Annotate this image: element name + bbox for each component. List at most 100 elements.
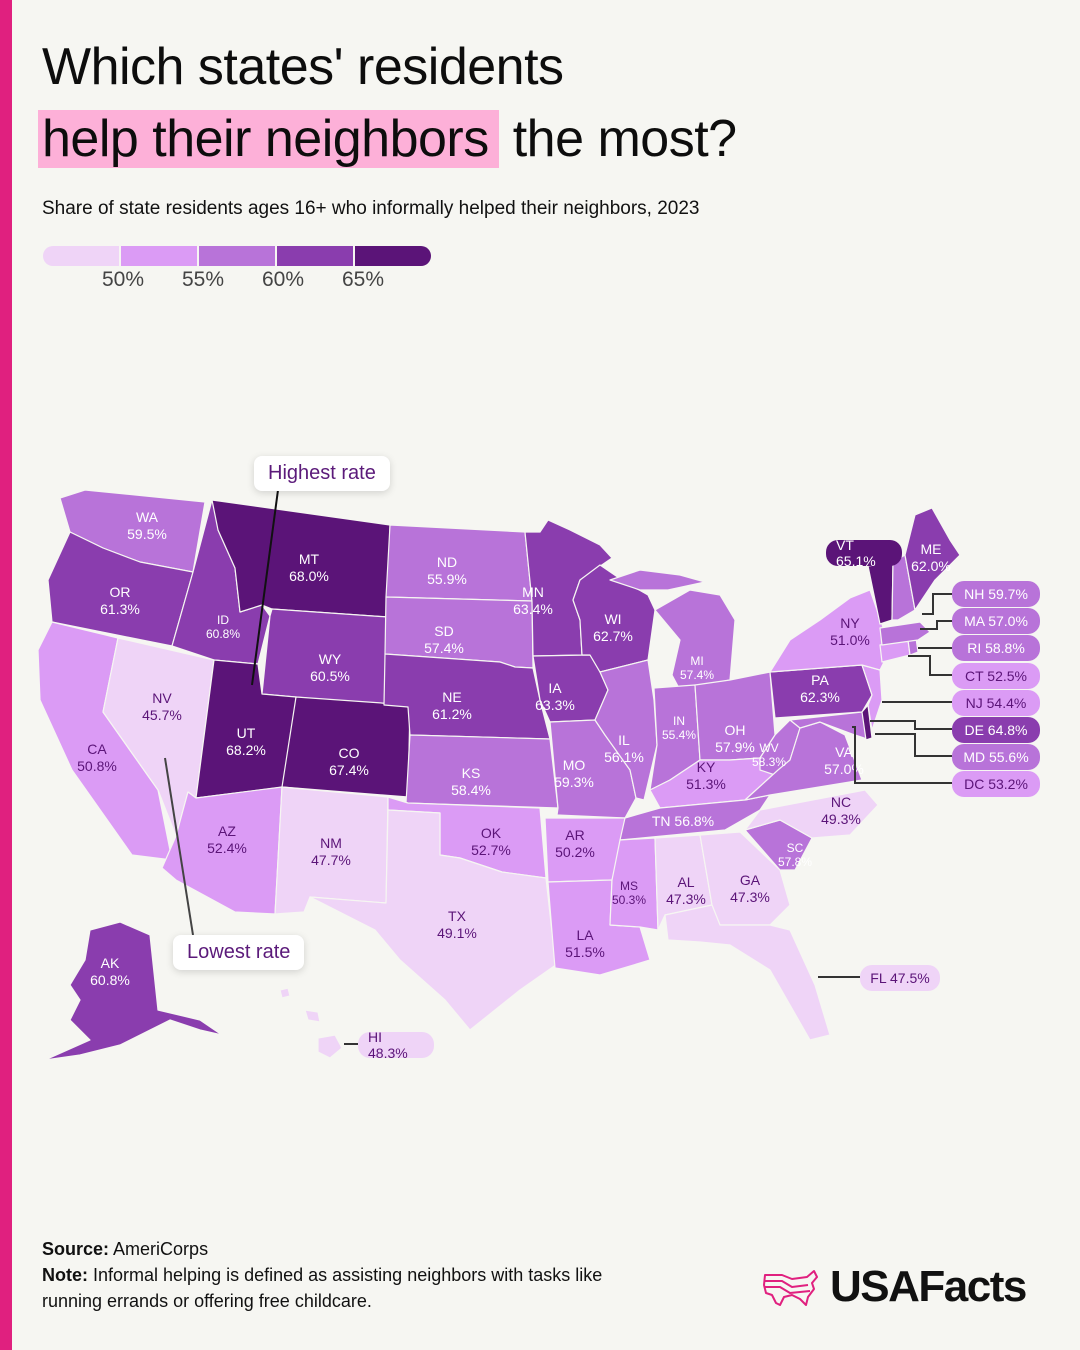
svg-text:51.3%: 51.3%	[686, 776, 726, 792]
svg-text:IN: IN	[673, 714, 685, 728]
chart-subtitle: Share of state residents ages 16+ who in…	[42, 198, 700, 219]
callout-VT: VT 65.1%	[826, 537, 902, 569]
svg-text:59.5%: 59.5%	[127, 526, 167, 542]
source-text: AmeriCorps	[113, 1239, 209, 1259]
svg-text:47.7%: 47.7%	[311, 852, 351, 868]
callout-DE: DE 64.8%	[952, 717, 1040, 743]
svg-text:68.2%: 68.2%	[226, 742, 266, 758]
svg-text:62.3%: 62.3%	[800, 689, 840, 705]
svg-text:56.1%: 56.1%	[604, 749, 644, 765]
svg-text:WV: WV	[759, 741, 778, 755]
accent-bar	[0, 0, 12, 1350]
svg-text:MS: MS	[620, 879, 638, 893]
svg-text:MT: MT	[299, 551, 320, 567]
lowest-rate-annotation: Lowest rate	[173, 935, 305, 970]
svg-text:AR: AR	[565, 827, 584, 843]
svg-text:51.0%: 51.0%	[830, 632, 870, 648]
state-IL	[594, 659, 658, 801]
callout-HI: HI 48.3%	[358, 1029, 434, 1061]
highest-rate-annotation: Highest rate	[254, 456, 390, 491]
state-HI	[279, 987, 343, 1059]
svg-text:52.4%: 52.4%	[207, 840, 247, 856]
chart-title: Which states' residents help their neigh…	[38, 36, 737, 180]
svg-text:59.3%: 59.3%	[554, 774, 594, 790]
svg-text:OR: OR	[110, 584, 131, 600]
svg-text:MI: MI	[690, 654, 703, 668]
legend-bin-3	[199, 246, 275, 266]
note-text: Informal helping is defined as assisting…	[42, 1265, 603, 1311]
us-map-logo-icon	[763, 1270, 818, 1306]
svg-text:47.3%: 47.3%	[730, 889, 770, 905]
svg-text:SD: SD	[434, 623, 453, 639]
usafacts-logo[interactable]: USAFacts	[762, 1262, 1027, 1312]
svg-text:60.8%: 60.8%	[90, 972, 130, 988]
svg-text:51.5%: 51.5%	[565, 944, 605, 960]
state-labels: WA59.5%OR61.3%CA50.8%NV45.7%ID60.8%MT68.…	[77, 509, 951, 988]
svg-text:WI: WI	[604, 611, 621, 627]
svg-text:50.3%: 50.3%	[612, 893, 646, 907]
title-highlight: help their neighbors	[38, 110, 499, 168]
svg-text:MN: MN	[522, 584, 544, 600]
legend-tick: 55%	[181, 268, 225, 291]
svg-text:KY: KY	[697, 759, 716, 775]
state-ME	[904, 507, 961, 611]
title-line-2: the most?	[512, 110, 737, 168]
svg-text:63.4%: 63.4%	[513, 601, 553, 617]
callout-FL: FL 47.5%	[860, 965, 940, 991]
svg-text:KS: KS	[462, 765, 481, 781]
svg-text:NY: NY	[840, 615, 860, 631]
svg-text:63.3%: 63.3%	[535, 697, 575, 713]
svg-text:50.2%: 50.2%	[555, 844, 595, 860]
footer: Source: AmeriCorps Note: Informal helpin…	[42, 1236, 622, 1314]
legend-bin-5	[355, 246, 431, 266]
svg-text:MO: MO	[563, 757, 586, 773]
svg-text:OH: OH	[725, 722, 746, 738]
svg-text:68.0%: 68.0%	[289, 568, 329, 584]
svg-text:GA: GA	[740, 872, 761, 888]
legend-tick: 60%	[261, 268, 305, 291]
svg-text:TX: TX	[448, 908, 467, 924]
svg-text:PA: PA	[811, 672, 829, 688]
state-MA	[879, 621, 931, 646]
state-NY	[769, 589, 886, 673]
svg-text:OK: OK	[481, 825, 502, 841]
svg-text:50.8%: 50.8%	[77, 758, 117, 774]
svg-text:ME: ME	[921, 541, 942, 557]
logo-text: USAFacts	[830, 1262, 1027, 1311]
svg-text:WA: WA	[136, 509, 159, 525]
legend-bin-1	[43, 246, 119, 266]
callout-RI: RI 58.8%	[952, 635, 1040, 661]
svg-text:WY: WY	[319, 651, 342, 667]
svg-text:NE: NE	[442, 689, 461, 705]
svg-text:58.4%: 58.4%	[451, 782, 491, 798]
